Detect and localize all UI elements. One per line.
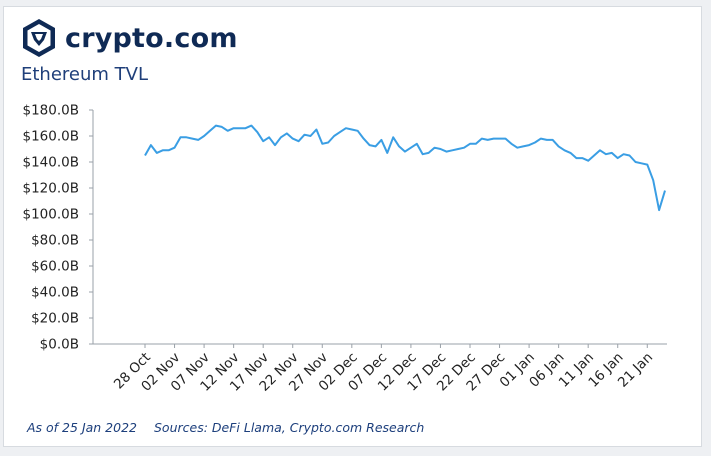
y-tick-label: $180.0B: [23, 103, 80, 119]
ethereum-tvl-line: [144, 124, 666, 212]
page-title: Ethereum TVL: [21, 64, 148, 85]
as-of-date: As of 25 Jan 2022: [27, 420, 137, 435]
y-tick-label: $80.0B: [31, 233, 79, 249]
y-tick-label: $160.0B: [23, 129, 80, 145]
sources-note: Sources: DeFi Llama, Crypto.com Research: [154, 420, 425, 435]
y-tick-label: $60.0B: [31, 259, 79, 275]
y-tick-label: $40.0B: [31, 285, 79, 301]
crypto-lion-shield-icon: [23, 19, 55, 57]
brand-name: crypto.com: [65, 22, 238, 54]
report-card: crypto.com Ethereum TVL As of 25 Jan 202…: [3, 6, 702, 447]
y-tick-label: $140.0B: [23, 155, 80, 171]
y-tick-label: $20.0B: [31, 311, 79, 327]
chart-footer: As of 25 Jan 2022 Sources: DeFi Llama, Cr…: [27, 420, 424, 435]
y-tick-label: $100.0B: [23, 207, 80, 223]
y-tick-label: $120.0B: [23, 181, 80, 197]
brand-logo: crypto.com: [21, 18, 238, 58]
y-tick-label: $0.0B: [40, 337, 79, 353]
